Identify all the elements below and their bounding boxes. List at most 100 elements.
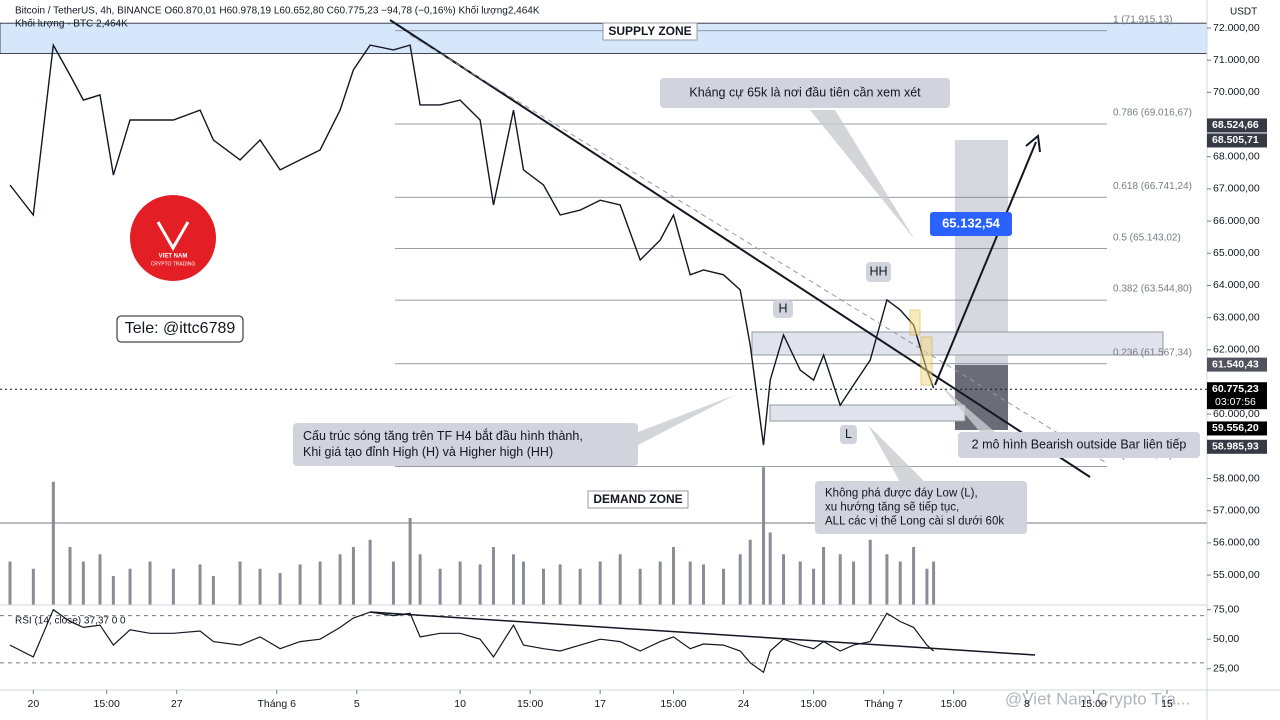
y-tick-label: 65.000,00 [1213, 247, 1260, 259]
zone-label: DEMAND ZONE [593, 492, 682, 506]
callout-pointer [810, 110, 915, 240]
annotation-box [773, 300, 793, 318]
logo-text: CRYPTO TRADING [151, 261, 196, 267]
volume-bar [418, 554, 422, 605]
volume-bar [128, 568, 132, 605]
annotation-text: L [845, 427, 852, 441]
volume-bar [838, 554, 842, 605]
y-tick-label: 72.000,00 [1213, 22, 1260, 34]
price-tag-label: 68.505,71 [1212, 134, 1259, 146]
support-box [769, 404, 966, 422]
rsi-label: RSI (14, close) 37,37 0 0 [15, 616, 126, 627]
resistance-box [751, 331, 1164, 356]
header-line: Khối lượng · BTC 2,464K [15, 18, 128, 30]
volume-bar [258, 568, 262, 605]
logo-text: VIET NAM [159, 254, 188, 260]
fib-label: 0.236 (61.567,34) [1113, 347, 1192, 358]
x-tick-label: 8 [1024, 698, 1030, 710]
outside-bar-box [909, 309, 921, 336]
volume-bar [722, 568, 726, 605]
arrow-line [934, 141, 1037, 386]
price-tag [1207, 118, 1267, 133]
annotation-text: ALL các vị thế Long cài sl dưới 60k [825, 516, 1004, 528]
volume-bar [298, 564, 302, 605]
volume-bar [812, 568, 816, 605]
zone-label: SUPPLY ZONE [608, 24, 691, 38]
annotation-box [660, 78, 950, 108]
volume-bar [351, 547, 355, 605]
volume-bar [211, 576, 215, 605]
x-tick-label: 15:00 [660, 698, 686, 710]
rsi-trend-line [369, 611, 1036, 656]
volume-bar [738, 554, 742, 605]
volume-bar [912, 547, 916, 605]
x-tick-label: 5 [354, 698, 360, 710]
fib-label: 0.786 (69.016,67) [1113, 108, 1192, 119]
profit-box [955, 140, 1008, 365]
callout-pointer [940, 385, 995, 432]
volume-bar [618, 554, 622, 605]
annotation-text: Khi giá tạo đỉnh High (H) và Higher high… [303, 445, 553, 459]
trend-line-dashed [409, 34, 1106, 463]
fib-label: 0.382 (63.544,80) [1113, 284, 1192, 295]
annotation-text: Kháng cự 65k là nơi đầu tiên cần xem xét [689, 85, 921, 99]
volume-bar [868, 539, 872, 605]
volume-bar [478, 564, 482, 605]
price-tag-label: 68.524,66 [1212, 119, 1259, 131]
target-tag [930, 212, 1012, 236]
volume-bar [318, 561, 322, 605]
volume-bar [925, 568, 929, 605]
price-tag-label: 58.985,93 [1212, 441, 1259, 453]
outside-bar-box [920, 336, 933, 386]
price-line [9, 42, 935, 446]
x-tick-label: 15 [1161, 698, 1173, 710]
volume-bar [762, 467, 766, 605]
volume-bar [521, 561, 525, 605]
volume-bar [51, 481, 55, 605]
volume-bar [822, 547, 826, 605]
x-tick-label: 15:00 [800, 698, 826, 710]
y-tick-label: 68.000,00 [1213, 151, 1260, 163]
volume-bar [81, 561, 85, 605]
volume-bar [852, 561, 856, 605]
volume-bar [31, 568, 35, 605]
annotation-box [866, 262, 891, 282]
volume-bar [111, 576, 115, 605]
countdown: 03:07:56 [1215, 396, 1256, 408]
y-tick-label: 62.000,00 [1213, 344, 1260, 356]
fib-label: 0.5 (65.143,02) [1113, 232, 1181, 243]
volume-bar [932, 561, 936, 605]
zone-label-box [602, 22, 698, 41]
y-tick-label: 56.000,00 [1213, 537, 1260, 549]
x-tick-label: 27 [171, 698, 183, 710]
price-tag-label: 59.556,20 [1212, 422, 1259, 434]
y-tick-label: 63.000,00 [1213, 311, 1260, 323]
annotation-box [116, 315, 244, 343]
volume-bar [491, 547, 495, 605]
rsi-line [9, 608, 934, 674]
plot [0, 42, 1207, 674]
annotation-box [958, 432, 1200, 458]
volume-bar [702, 564, 706, 605]
volume-bar [511, 554, 515, 605]
current-price-tag [1207, 382, 1267, 410]
y-tick-label: 64.000,00 [1213, 279, 1260, 291]
volume-bar [782, 554, 786, 605]
annotation-text: H [778, 301, 787, 315]
volume-bar [171, 568, 175, 605]
y-tick-label: 71.000,00 [1213, 54, 1260, 66]
annotation-box [815, 481, 1027, 534]
volume-bar [8, 561, 12, 605]
y-tick-label: 60.000,00 [1213, 408, 1260, 420]
annotation-text: Không phá được đáy Low (L), [825, 488, 978, 500]
y-tick-label: 67.000,00 [1213, 183, 1260, 195]
annotation-box [293, 423, 638, 466]
price-tag [1207, 133, 1267, 148]
price-tag [1207, 439, 1267, 454]
volume-bar [198, 564, 202, 605]
volume-bar [688, 561, 692, 605]
rsi-tick-label: 75,00 [1213, 604, 1239, 616]
target-label: 65.132,54 [942, 215, 1001, 230]
